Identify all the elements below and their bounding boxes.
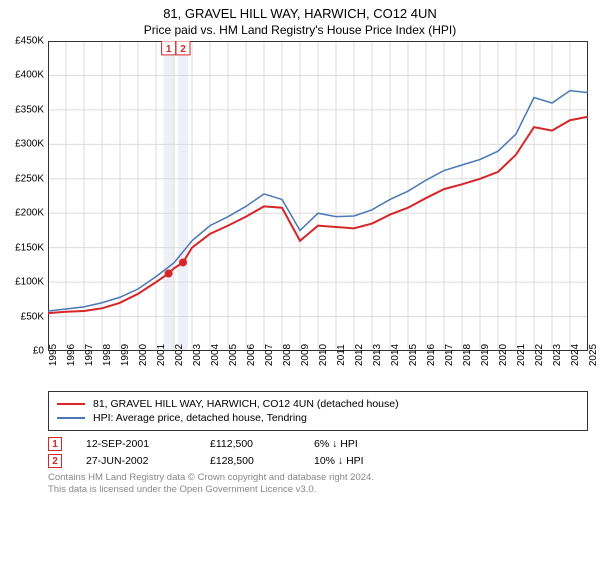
x-tick-label: 2008 xyxy=(282,344,293,366)
chart-title: 81, GRAVEL HILL WAY, HARWICH, CO12 4UN xyxy=(0,6,600,21)
attrib-line2: This data is licensed under the Open Gov… xyxy=(48,484,588,496)
x-tick-label: 1999 xyxy=(120,344,131,366)
x-tick-label: 2001 xyxy=(156,344,167,366)
x-tick-label: 2025 xyxy=(588,344,599,366)
x-tick-label: 1995 xyxy=(48,344,59,366)
marker-pct: 6% ↓ HPI xyxy=(314,438,414,450)
y-tick-label: £0 xyxy=(33,346,48,357)
x-tick-label: 2018 xyxy=(462,344,473,366)
x-tick-label: 2021 xyxy=(516,344,527,366)
x-tick-label: 2016 xyxy=(426,344,437,366)
chart-area: 12 £0£50K£100K£150K£200K£250K£300K£350K£… xyxy=(48,41,588,351)
marker-row-id: 2 xyxy=(48,454,62,468)
y-tick-label: £350K xyxy=(15,104,48,115)
y-tick-label: £400K xyxy=(15,70,48,81)
x-tick-label: 2023 xyxy=(552,344,563,366)
legend-label: HPI: Average price, detached house, Tend… xyxy=(93,412,307,424)
y-tick-label: £150K xyxy=(15,242,48,253)
x-tick-label: 2002 xyxy=(174,344,185,366)
marker-date: 27-JUN-2002 xyxy=(86,455,186,467)
x-tick-label: 2006 xyxy=(246,344,257,366)
x-tick-label: 2013 xyxy=(372,344,383,366)
legend-label: 81, GRAVEL HILL WAY, HARWICH, CO12 4UN (… xyxy=(93,398,399,410)
attribution: Contains HM Land Registry data © Crown c… xyxy=(48,472,588,497)
x-tick-label: 1998 xyxy=(102,344,113,366)
marker-price: £128,500 xyxy=(210,455,290,467)
y-tick-label: £50K xyxy=(21,311,48,322)
y-tick-label: £300K xyxy=(15,139,48,150)
x-tick-label: 2022 xyxy=(534,344,545,366)
chart-svg: 12 xyxy=(48,41,588,351)
marker-pct: 10% ↓ HPI xyxy=(314,455,414,467)
marker-row: 2 27-JUN-2002 £128,500 10% ↓ HPI xyxy=(48,454,588,468)
marker-row-id: 1 xyxy=(48,437,62,451)
x-tick-label: 1996 xyxy=(66,344,77,366)
x-tick-label: 2010 xyxy=(318,344,329,366)
y-tick-label: £100K xyxy=(15,277,48,288)
marker-dot xyxy=(165,270,173,278)
chart-subtitle: Price paid vs. HM Land Registry's House … xyxy=(0,23,600,37)
x-tick-label: 2003 xyxy=(192,344,203,366)
attrib-line1: Contains HM Land Registry data © Crown c… xyxy=(48,472,588,484)
y-tick-label: £250K xyxy=(15,173,48,184)
y-tick-label: £200K xyxy=(15,208,48,219)
x-tick-label: 2009 xyxy=(300,344,311,366)
legend-row: HPI: Average price, detached house, Tend… xyxy=(57,412,579,424)
marker-row: 1 12-SEP-2001 £112,500 6% ↓ HPI xyxy=(48,437,588,451)
x-tick-label: 2011 xyxy=(336,344,347,366)
x-tick-label: 2004 xyxy=(210,344,221,366)
x-tick-label: 2007 xyxy=(264,344,275,366)
marker-dot xyxy=(179,258,187,266)
chart-container: 81, GRAVEL HILL WAY, HARWICH, CO12 4UN P… xyxy=(0,6,600,566)
legend-row: 81, GRAVEL HILL WAY, HARWICH, CO12 4UN (… xyxy=(57,398,579,410)
marker-table: 1 12-SEP-2001 £112,500 6% ↓ HPI 2 27-JUN-2002… xyxy=(48,437,588,468)
x-tick-label: 2000 xyxy=(138,344,149,366)
y-tick-label: £450K xyxy=(15,36,48,47)
x-tick-label: 2014 xyxy=(390,344,401,366)
x-tick-label: 2024 xyxy=(570,344,581,366)
svg-text:1: 1 xyxy=(166,44,172,55)
x-tick-label: 2020 xyxy=(498,344,509,366)
x-tick-label: 2005 xyxy=(228,344,239,366)
x-tick-label: 2012 xyxy=(354,344,365,366)
x-tick-label: 1997 xyxy=(84,344,95,366)
legend: 81, GRAVEL HILL WAY, HARWICH, CO12 4UN (… xyxy=(48,391,588,431)
x-tick-label: 2017 xyxy=(444,344,455,366)
x-tick-label: 2015 xyxy=(408,344,419,366)
x-tick-label: 2019 xyxy=(480,344,491,366)
legend-swatch xyxy=(57,417,85,419)
marker-price: £112,500 xyxy=(210,438,290,450)
legend-swatch xyxy=(57,403,85,405)
svg-text:2: 2 xyxy=(180,44,186,55)
marker-date: 12-SEP-2001 xyxy=(86,438,186,450)
